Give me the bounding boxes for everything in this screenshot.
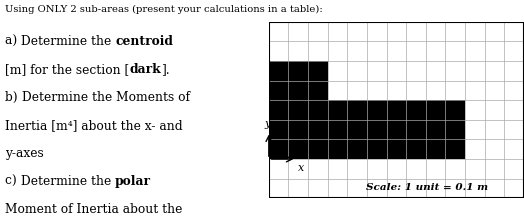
Text: [m] for the section [: [m] for the section [ <box>5 63 129 76</box>
Text: dark: dark <box>129 63 161 76</box>
Text: x: x <box>298 163 304 173</box>
Text: ].: ]. <box>161 63 170 76</box>
Bar <box>269 61 328 120</box>
Text: centroid: centroid <box>115 35 173 48</box>
Text: Determine the: Determine the <box>21 175 115 188</box>
Text: Determine the Moments of: Determine the Moments of <box>21 91 190 104</box>
Text: c): c) <box>5 175 21 188</box>
Text: Using ONLY 2 sub-areas (present your calculations in a table):: Using ONLY 2 sub-areas (present your cal… <box>5 4 323 13</box>
Text: Moment of Inertia about the: Moment of Inertia about the <box>5 203 183 216</box>
Bar <box>269 100 465 159</box>
Text: a): a) <box>5 35 21 48</box>
Text: polar: polar <box>115 175 151 188</box>
Text: b): b) <box>5 91 21 104</box>
Text: y-axes: y-axes <box>5 147 44 160</box>
Text: Scale: 1 unit = 0.1 m: Scale: 1 unit = 0.1 m <box>366 183 488 192</box>
Text: Inertia [m⁴] about the x- and: Inertia [m⁴] about the x- and <box>5 119 183 132</box>
Text: Determine the: Determine the <box>21 35 115 48</box>
Text: y: y <box>265 119 271 129</box>
